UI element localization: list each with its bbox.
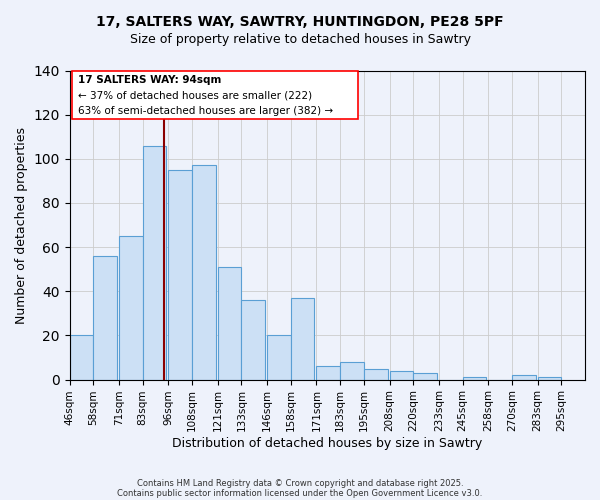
Text: Contains public sector information licensed under the Open Government Licence v3: Contains public sector information licen… bbox=[118, 488, 482, 498]
FancyBboxPatch shape bbox=[71, 70, 358, 119]
Bar bbox=[340, 362, 364, 380]
X-axis label: Distribution of detached houses by size in Sawtry: Distribution of detached houses by size … bbox=[172, 437, 482, 450]
Text: 17, SALTERS WAY, SAWTRY, HUNTINGDON, PE28 5PF: 17, SALTERS WAY, SAWTRY, HUNTINGDON, PE2… bbox=[96, 15, 504, 29]
Bar bbox=[291, 298, 314, 380]
Bar bbox=[512, 375, 536, 380]
Text: Size of property relative to detached houses in Sawtry: Size of property relative to detached ho… bbox=[130, 32, 470, 46]
Bar bbox=[192, 166, 216, 380]
Bar bbox=[143, 146, 166, 380]
Bar bbox=[316, 366, 340, 380]
Y-axis label: Number of detached properties: Number of detached properties bbox=[15, 126, 28, 324]
Bar bbox=[364, 368, 388, 380]
Bar bbox=[241, 300, 265, 380]
Bar bbox=[389, 371, 413, 380]
Bar bbox=[267, 336, 291, 380]
Bar bbox=[94, 256, 117, 380]
Bar bbox=[119, 236, 143, 380]
Text: 17 SALTERS WAY: 94sqm: 17 SALTERS WAY: 94sqm bbox=[77, 75, 221, 85]
Text: ← 37% of detached houses are smaller (222): ← 37% of detached houses are smaller (22… bbox=[77, 90, 311, 101]
Bar bbox=[538, 378, 562, 380]
Text: Contains HM Land Registry data © Crown copyright and database right 2025.: Contains HM Land Registry data © Crown c… bbox=[137, 478, 463, 488]
Bar bbox=[169, 170, 192, 380]
Bar bbox=[413, 373, 437, 380]
Text: 63% of semi-detached houses are larger (382) →: 63% of semi-detached houses are larger (… bbox=[77, 106, 332, 116]
Bar bbox=[463, 378, 486, 380]
Bar bbox=[218, 267, 241, 380]
Bar bbox=[70, 336, 94, 380]
